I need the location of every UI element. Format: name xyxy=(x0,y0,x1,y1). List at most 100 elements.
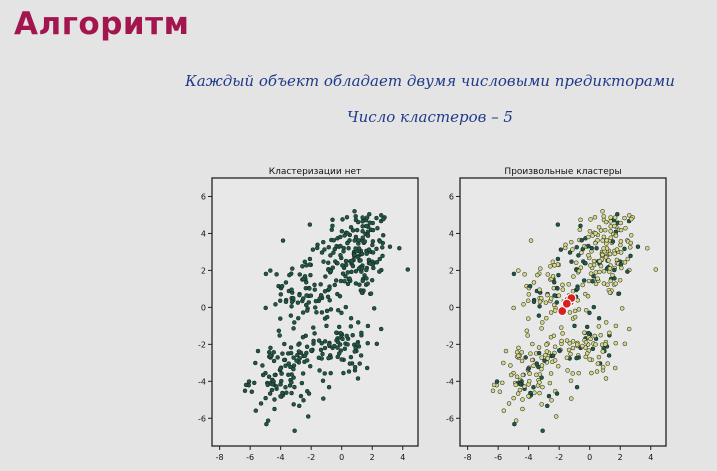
data-point xyxy=(341,245,346,251)
data-point xyxy=(603,255,609,260)
data-point xyxy=(570,371,575,376)
data-point xyxy=(304,358,310,363)
data-point xyxy=(281,357,287,363)
data-point xyxy=(503,348,509,354)
data-point xyxy=(304,308,310,313)
data-point xyxy=(405,267,411,272)
data-point xyxy=(283,280,289,285)
data-point xyxy=(320,351,325,357)
x-tick-label: -6 xyxy=(494,453,502,462)
data-point xyxy=(290,266,295,271)
data-point xyxy=(542,358,547,363)
data-point xyxy=(555,222,561,227)
data-point xyxy=(565,368,570,373)
data-point xyxy=(595,361,601,366)
data-point xyxy=(283,299,289,305)
data-point xyxy=(266,374,272,379)
y-tick-label: -6 xyxy=(198,414,206,423)
y-tick-label: 0 xyxy=(201,303,206,312)
data-point xyxy=(291,375,296,380)
data-point xyxy=(322,339,328,344)
data-point xyxy=(282,341,287,347)
slide-title: Алгоритм xyxy=(14,6,190,42)
data-point xyxy=(556,348,562,353)
data-point xyxy=(313,298,319,304)
data-point xyxy=(528,238,534,243)
data-point xyxy=(645,245,650,251)
data-point xyxy=(616,291,622,296)
data-point xyxy=(325,294,331,300)
data-point xyxy=(324,323,329,329)
data-point xyxy=(617,277,623,283)
data-point xyxy=(601,234,607,240)
data-point xyxy=(528,351,533,356)
y-tick-label: -2 xyxy=(198,340,206,349)
data-point xyxy=(312,305,318,310)
data-point xyxy=(552,293,557,298)
data-point xyxy=(280,390,285,396)
data-point xyxy=(302,259,308,265)
data-point xyxy=(593,281,599,287)
data-point xyxy=(513,418,519,423)
data-point xyxy=(613,340,618,346)
data-point xyxy=(534,372,539,378)
data-point xyxy=(600,252,605,258)
data-point xyxy=(346,369,352,374)
data-point xyxy=(307,286,312,291)
data-point xyxy=(304,263,309,268)
data-point xyxy=(322,345,328,351)
data-point xyxy=(360,224,365,229)
data-point xyxy=(546,393,552,399)
data-point xyxy=(320,378,326,383)
data-point xyxy=(324,308,330,314)
data-point xyxy=(576,370,581,376)
data-point xyxy=(271,350,276,355)
data-point xyxy=(540,320,545,325)
data-point xyxy=(585,293,591,299)
data-point xyxy=(283,363,288,369)
data-point xyxy=(316,355,322,361)
data-point xyxy=(286,361,292,366)
data-point xyxy=(348,315,354,321)
data-point xyxy=(574,342,580,347)
data-point xyxy=(348,324,354,329)
data-point xyxy=(576,268,582,274)
data-point xyxy=(603,376,609,381)
data-point xyxy=(607,251,613,257)
data-point xyxy=(608,215,613,220)
data-point xyxy=(328,253,333,258)
data-point xyxy=(583,339,589,345)
data-point xyxy=(345,240,350,246)
centroid-point xyxy=(557,305,568,317)
data-point xyxy=(291,355,296,360)
subtitle-cluster-count: Число кластеров – 5 xyxy=(347,108,513,126)
data-point xyxy=(353,234,359,240)
data-point xyxy=(653,267,659,272)
data-point xyxy=(553,414,559,419)
data-point xyxy=(612,276,617,281)
data-point xyxy=(271,358,277,364)
data-point xyxy=(622,341,628,347)
data-point xyxy=(330,223,335,229)
data-point xyxy=(318,282,323,287)
data-point xyxy=(288,345,294,350)
data-point xyxy=(596,315,602,321)
data-point xyxy=(512,421,517,427)
x-tick-label: 0 xyxy=(587,453,592,462)
data-point xyxy=(246,379,252,384)
data-point xyxy=(491,382,497,388)
y-tick-label: -4 xyxy=(446,377,454,386)
x-tick-label: 4 xyxy=(400,453,405,462)
data-point xyxy=(297,403,302,409)
data-point xyxy=(544,342,549,347)
data-point xyxy=(607,330,612,336)
data-point xyxy=(592,214,598,220)
data-point xyxy=(589,245,594,251)
data-point xyxy=(274,272,279,277)
data-point xyxy=(572,314,578,320)
data-point xyxy=(338,253,343,258)
data-point xyxy=(608,235,614,240)
data-point xyxy=(536,313,542,318)
data-point xyxy=(583,260,588,266)
data-point xyxy=(518,382,523,387)
